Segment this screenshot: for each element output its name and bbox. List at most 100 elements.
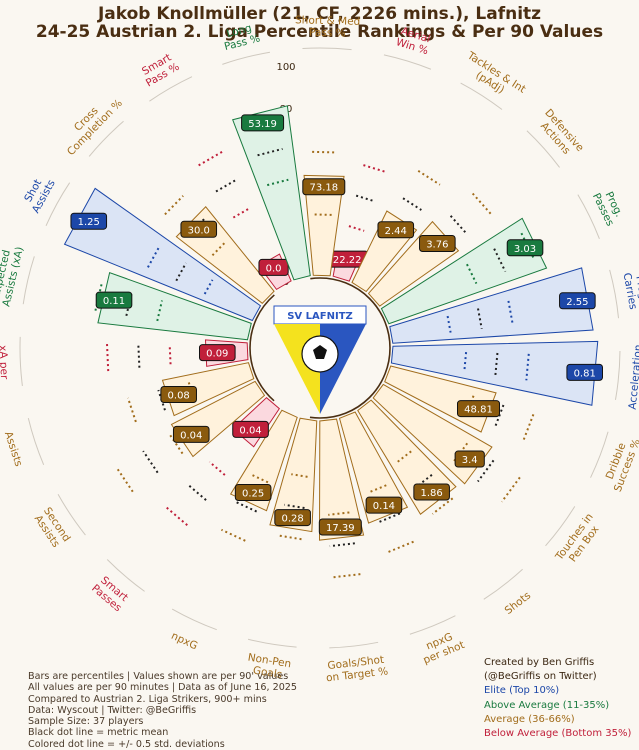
reference-dotted-line (329, 542, 355, 548)
value-label: 73.18 (309, 183, 338, 194)
metric-label: Accelerationwith Ball (627, 344, 639, 411)
guide-arc (545, 506, 576, 547)
value-badge (160, 386, 197, 404)
value-label: 30.0 (188, 225, 210, 236)
reference-dotted-line (417, 169, 441, 186)
reference-dotted-line (387, 540, 414, 553)
value-badge (506, 239, 544, 257)
guide-arc (27, 418, 45, 465)
value-label: 53.19 (248, 119, 277, 130)
reference-dotted-line (493, 404, 505, 429)
value-label: 0.08 (168, 391, 190, 402)
reference-dotted-line (477, 459, 495, 483)
guide-arc (45, 182, 71, 226)
reference-dotted-line (477, 308, 483, 330)
reference-dotted-line (494, 352, 499, 376)
reference-dotted-line (348, 225, 365, 232)
note-line: Bars are percentiles | Values shown are … (28, 671, 289, 682)
guide-arc (614, 350, 621, 400)
value-badge (274, 509, 311, 527)
metric-label: npxGper shot (417, 628, 466, 667)
reference-dotted-line (355, 194, 376, 203)
metric-bar (338, 411, 409, 524)
reference-dotted-line (221, 528, 246, 542)
inner-ring (249, 277, 391, 419)
value-label: 1.86 (421, 488, 443, 499)
note-line: Sample Size: 37 players (28, 716, 144, 728)
metric-bar (269, 417, 318, 533)
reference-dotted-line (115, 466, 134, 493)
legend-elite: Elite (Top 10%) (484, 685, 560, 697)
value-label: 0.11 (103, 296, 125, 307)
reference-dotted-line (175, 262, 187, 282)
guide-arc (22, 256, 35, 305)
reference-dotted-line (266, 178, 289, 187)
guide-arc (88, 120, 124, 157)
guide-arc (577, 194, 600, 239)
metric-bar (389, 267, 594, 344)
reference-dotted-line (522, 413, 535, 442)
guide-arc (590, 431, 609, 478)
metric-label: Prog.Passes (590, 186, 627, 228)
value-label: 3.4 (462, 455, 478, 466)
reference-dotted-line (471, 192, 492, 215)
crest-text: SV LAFNITZ (287, 311, 353, 322)
legend-average: Average (36-66%) (484, 713, 575, 725)
metric-bar (232, 105, 311, 281)
value-label: 0.0 (266, 263, 282, 274)
credit-line: Created by Ben Griffis (484, 657, 595, 668)
value-badge (172, 425, 210, 443)
note-line: Data: Wyscout | Twitter: @BeGriffis (28, 704, 197, 716)
guide-arc (483, 568, 523, 600)
note-line: All values are per 90 minutes | Data as … (28, 682, 298, 694)
reference-dotted-line (187, 483, 207, 501)
value-badge (258, 258, 289, 276)
metric-bar (97, 271, 252, 341)
guide-arc (383, 54, 432, 70)
reference-dotted-line (164, 195, 184, 216)
value-badge (95, 291, 133, 309)
reference-dotted-line (142, 450, 159, 474)
metric-label: npxG (169, 630, 199, 653)
value-badge (199, 344, 236, 362)
guide-arc (247, 638, 297, 648)
value-label: 48.81 (464, 405, 493, 416)
value-label: 0.04 (180, 430, 202, 441)
reference-dotted-line (165, 506, 188, 526)
value-badge (232, 420, 269, 438)
guide-arc (526, 130, 560, 168)
metric-label: Assists (2, 430, 25, 468)
chart-subtitle: 24-25 Austrian 2. Liga Percentile Rankin… (35, 22, 604, 42)
reference-dotted-line (198, 150, 224, 167)
reference-dotted-line (377, 512, 401, 524)
value-label: 3.03 (514, 244, 536, 255)
reference-dotted-line (250, 473, 269, 484)
value-label: 17.39 (326, 523, 355, 534)
reference-dotted-line (211, 241, 226, 257)
value-badge (413, 483, 450, 501)
metric-label: LongPass % (220, 21, 261, 53)
metric-label: Short & MedPass % (295, 14, 361, 40)
reference-dotted-line (235, 501, 258, 513)
reference-dotted-line (127, 397, 137, 423)
credit-block: Created by Ben Griffis (@BeGriffis on Tw… (484, 656, 631, 741)
value-badge (234, 484, 272, 502)
radial-tick-label: 100 (276, 62, 295, 73)
reference-dotted-line (328, 511, 350, 516)
note-line: Colored dot line = +/- 0.5 std. deviatio… (28, 738, 225, 750)
reference-dotted-line (168, 345, 172, 365)
value-badge (457, 400, 501, 418)
reference-dotted-line (449, 215, 468, 235)
reference-dotted-line (257, 147, 283, 157)
guide-arc (609, 269, 620, 319)
guide-arc (19, 336, 23, 386)
value-label: 0.04 (239, 425, 261, 436)
guide-arc (149, 76, 193, 102)
reference-dotted-line (402, 197, 422, 211)
value-label: 0.09 (206, 349, 228, 360)
reference-dotted-line (147, 245, 161, 268)
guide-arc (460, 82, 503, 110)
value-label: 2.44 (385, 226, 407, 237)
reference-dotted-line (463, 352, 468, 371)
metric-bar (319, 418, 365, 541)
